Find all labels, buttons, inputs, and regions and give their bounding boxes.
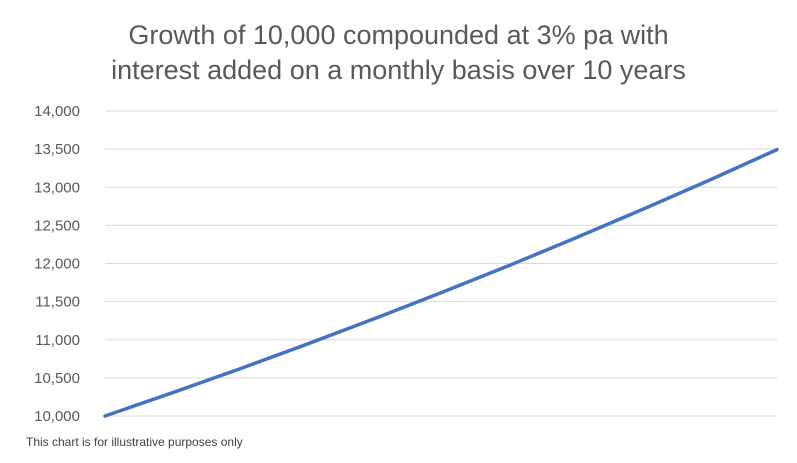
y-axis-tick-labels: 10,000 10,500 11,000 11,500 12,000 12,500 13,0… (34, 103, 80, 425)
chart-title-line-2: interest added on a monthly basis over 1… (111, 55, 686, 85)
y-tick-label: 13,000 (34, 179, 80, 196)
y-tick-label: 11,500 (35, 294, 80, 311)
y-tick-label: 11,000 (35, 332, 80, 349)
y-tick-label: 12,000 (34, 256, 80, 273)
chart-title-line-1: Growth of 10,000 compounded at 3% pa wit… (128, 20, 669, 50)
y-tick-label: 10,500 (34, 370, 80, 387)
y-tick-label: 14,000 (34, 103, 80, 120)
series-line (103, 147, 779, 418)
series-layer (103, 147, 779, 418)
chart-title: Growth of 10,000 compounded at 3% pa wit… (0, 18, 797, 88)
y-tick-label: 12,500 (34, 217, 80, 234)
footnote: This chart is for illustrative purposes … (26, 435, 243, 449)
y-tick-label: 13,500 (34, 141, 80, 158)
gridlines (105, 110, 777, 417)
y-tick-label: 10,000 (34, 408, 80, 425)
